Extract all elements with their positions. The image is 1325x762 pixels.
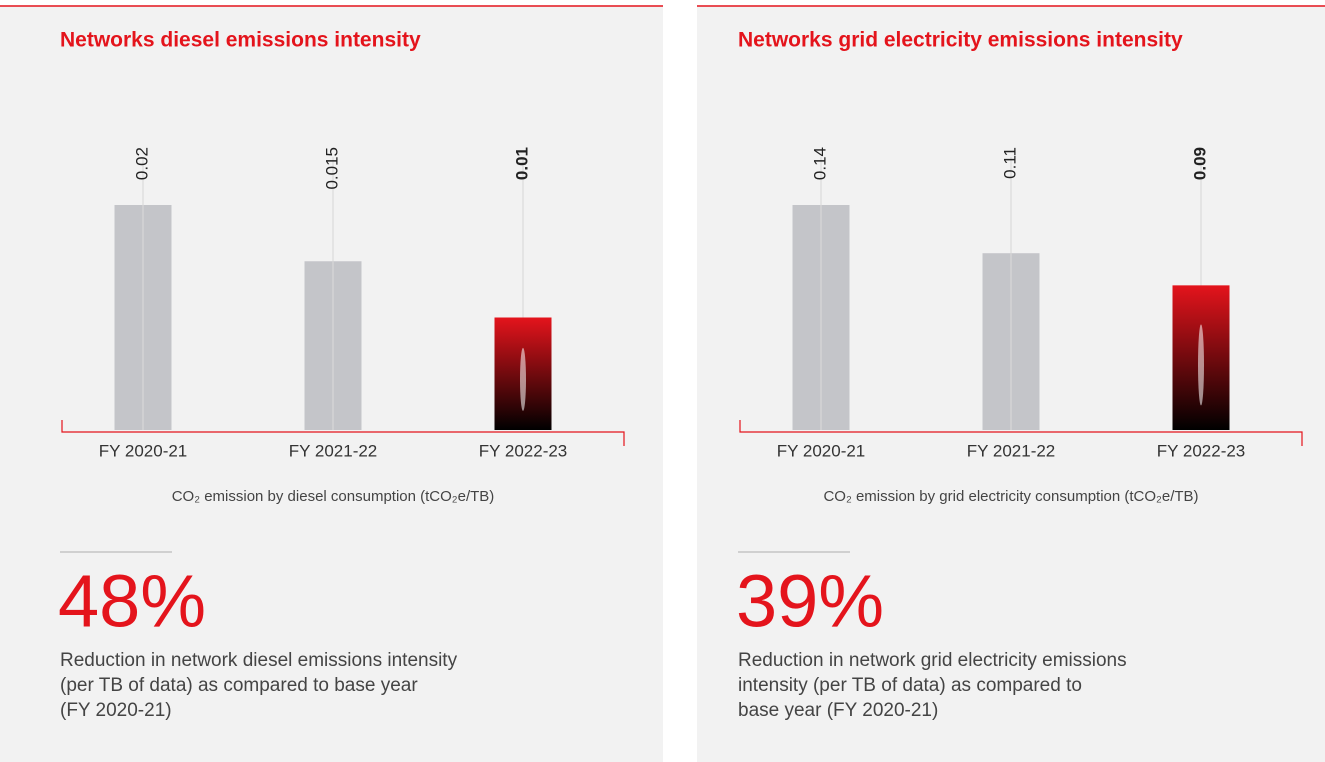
stat: 48% [58, 560, 206, 643]
value-label: 0.09 [1190, 147, 1209, 180]
stat: 39% [736, 560, 884, 643]
bar-glow [520, 347, 526, 411]
bar-glow [1198, 324, 1204, 406]
x-tick-label: FY 2021-22 [967, 441, 1056, 460]
value-label: 0.11 [1000, 147, 1019, 179]
x-tick-label: FY 2022-23 [479, 441, 568, 460]
x-tick-label: FY 2021-22 [289, 441, 378, 460]
stat-caption: base year (FY 2020-21) [738, 700, 938, 721]
stat-caption: intensity (per TB of data) as compared t… [738, 675, 1082, 696]
x-tick-label: FY 2022-23 [1157, 441, 1246, 460]
chart-title: Networks grid electricity emissions inte… [738, 29, 1183, 52]
value-label: 0.01 [512, 147, 531, 180]
x-axis [61, 420, 625, 446]
stat-caption: Reduction in network grid electricity em… [738, 650, 1127, 671]
value-label: 0.015 [322, 147, 341, 190]
stat-caption: (FY 2020-21) [60, 700, 172, 721]
x-tick-label: FY 2020-21 [777, 441, 866, 460]
x-axis-label: CO₂ emission by grid electricity consump… [823, 488, 1198, 505]
chart-title: Networks diesel emissions intensity [60, 29, 421, 52]
x-axis-label: CO₂ emission by diesel consumption (tCO₂… [172, 488, 495, 505]
value-label: 0.02 [132, 147, 151, 180]
stat-caption: Reduction in network diesel emissions in… [60, 650, 458, 671]
stat-caption: (per TB of data) as compared to base yea… [60, 675, 418, 696]
x-axis [739, 420, 1303, 446]
x-tick-label: FY 2020-21 [99, 441, 188, 460]
value-label: 0.14 [810, 147, 829, 180]
